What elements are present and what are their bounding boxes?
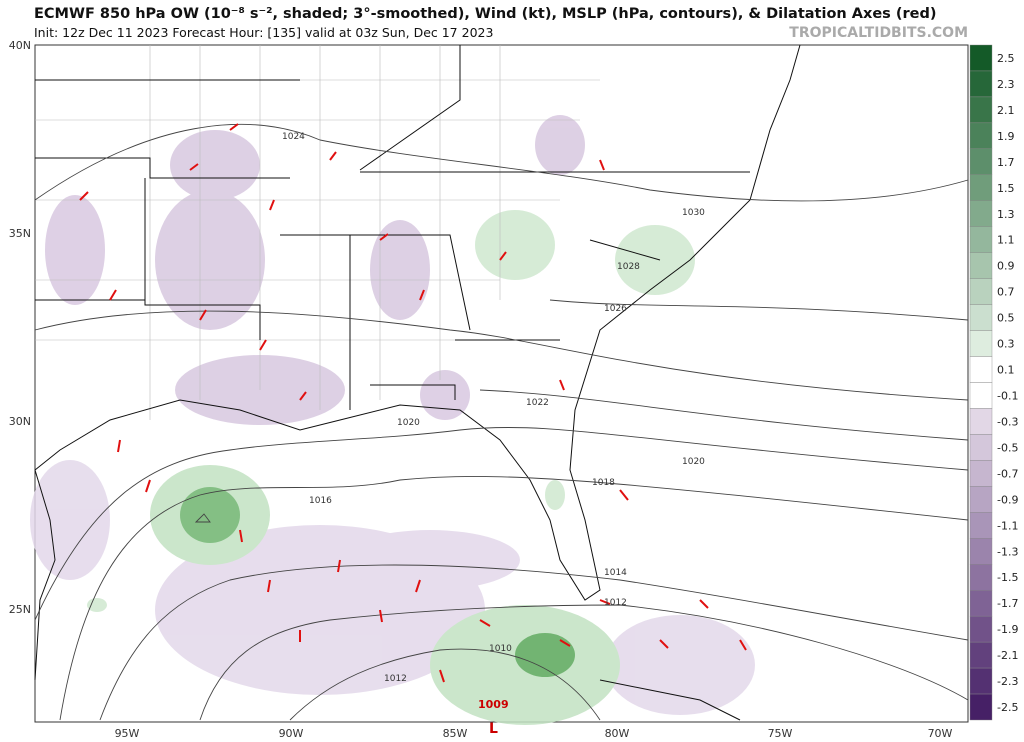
colorbar-label: -2.1 bbox=[997, 649, 1018, 662]
low-marker: L bbox=[489, 721, 498, 737]
contour-label: 1026 bbox=[604, 304, 627, 314]
lat-label: 35N bbox=[9, 227, 31, 240]
colorbar-cell bbox=[969, 382, 993, 409]
colorbar-label: -0.7 bbox=[997, 467, 1018, 480]
colorbar-label: -1.3 bbox=[997, 545, 1018, 558]
lat-label: 30N bbox=[9, 415, 31, 428]
colorbar-cell bbox=[969, 434, 993, 461]
colorbar-label: -2.5 bbox=[997, 701, 1018, 714]
brand: TROPICALTIDBITS.COM bbox=[789, 25, 968, 41]
contour-label: 1016 bbox=[309, 496, 332, 506]
lat-label: 40N bbox=[9, 39, 31, 52]
colorbar-cell bbox=[969, 304, 993, 331]
colorbar: 2.5 2.3 2.1 1.9 1.7 1.5 1.3 1.1 0.9 0.7 0.5 0.3 0.1 -… bbox=[969, 44, 1018, 721]
colorbar-cell bbox=[969, 70, 993, 98]
colorbar-label: 1.5 bbox=[997, 182, 1015, 195]
subtitle: Init: 12z Dec 11 2023 Forecast Hour: [13… bbox=[34, 25, 493, 40]
colorbar-label: -0.5 bbox=[997, 441, 1018, 454]
colorbar-cell bbox=[969, 408, 993, 435]
colorbar-label: 1.9 bbox=[997, 130, 1015, 143]
colorbar-label: -1.7 bbox=[997, 597, 1018, 610]
lon-label: 90W bbox=[279, 727, 304, 740]
colorbar-cell bbox=[969, 486, 993, 513]
lon-label: 75W bbox=[768, 727, 793, 740]
contour-label: 1014 bbox=[604, 568, 627, 578]
low-value: 1009 bbox=[478, 698, 509, 711]
colorbar-cell bbox=[969, 641, 993, 669]
colorbar-cell bbox=[969, 252, 993, 279]
contour-label: 1030 bbox=[682, 208, 705, 218]
colorbar-label: 0.3 bbox=[997, 338, 1015, 351]
colorbar-cell bbox=[969, 122, 993, 150]
colorbar-cell bbox=[969, 589, 993, 617]
contour-label: 1018 bbox=[592, 478, 615, 488]
colorbar-label: 2.1 bbox=[997, 104, 1015, 117]
colorbar-cell bbox=[969, 460, 993, 487]
colorbar-label: 1.7 bbox=[997, 156, 1015, 169]
colorbar-label: -1.9 bbox=[997, 623, 1018, 636]
lat-label: 25N bbox=[9, 603, 31, 616]
colorbar-label: 0.5 bbox=[997, 312, 1015, 325]
colorbar-cell bbox=[969, 330, 993, 357]
colorbar-label: 1.1 bbox=[997, 234, 1015, 247]
contour-label: 1020 bbox=[397, 418, 420, 428]
lon-label: 85W bbox=[443, 727, 468, 740]
colorbar-cell bbox=[969, 356, 993, 383]
contour-label: 1012 bbox=[384, 674, 407, 684]
colorbar-label: 1.3 bbox=[997, 208, 1015, 221]
colorbar-cell bbox=[969, 693, 993, 721]
longitude-labels: 95W 90W 85W 80W 75W 70W bbox=[115, 727, 953, 740]
colorbar-label: -0.9 bbox=[997, 493, 1018, 506]
colorbar-cell bbox=[969, 174, 993, 201]
contour-label: 1020 bbox=[682, 457, 705, 467]
contour-label: 1028 bbox=[617, 262, 640, 272]
lon-label: 70W bbox=[928, 727, 953, 740]
title: ECMWF 850 hPa OW (10⁻⁸ s⁻², shaded; 3°-s… bbox=[34, 6, 936, 22]
colorbar-label: -1.5 bbox=[997, 571, 1018, 584]
colorbar-cell bbox=[969, 200, 993, 227]
colorbar-label: 2.5 bbox=[997, 52, 1015, 65]
latitude-labels: 40N 35N 30N 25N bbox=[9, 39, 31, 616]
colorbar-label: -2.3 bbox=[997, 675, 1018, 688]
colorbar-label: 0.9 bbox=[997, 260, 1015, 273]
colorbar-cell bbox=[969, 512, 993, 539]
lon-label: 80W bbox=[605, 727, 630, 740]
contour-label: 1022 bbox=[526, 398, 549, 408]
colorbar-label: 0.1 bbox=[997, 364, 1015, 377]
lon-label: 95W bbox=[115, 727, 140, 740]
colorbar-label: 2.3 bbox=[997, 78, 1015, 91]
colorbar-label: -0.1 bbox=[997, 389, 1018, 402]
colorbar-cell bbox=[969, 615, 993, 643]
colorbar-cell bbox=[969, 44, 993, 72]
colorbar-label: -1.1 bbox=[997, 519, 1018, 532]
colorbar-cell bbox=[969, 278, 993, 305]
contour-label: 1024 bbox=[282, 132, 305, 142]
contour-label: 1012 bbox=[604, 598, 627, 608]
colorbar-cell bbox=[969, 538, 993, 565]
map-panel: 1024 1030 1028 1026 1022 1020 1020 1018 … bbox=[30, 44, 969, 737]
colorbar-cell bbox=[969, 96, 993, 124]
colorbar-cell bbox=[969, 564, 993, 591]
colorbar-label: -0.3 bbox=[997, 415, 1018, 428]
colorbar-cell bbox=[969, 667, 993, 695]
contour-label: 1010 bbox=[489, 644, 512, 654]
colorbar-cell bbox=[969, 226, 993, 253]
colorbar-label: 0.7 bbox=[997, 286, 1015, 299]
colorbar-cell bbox=[969, 148, 993, 176]
